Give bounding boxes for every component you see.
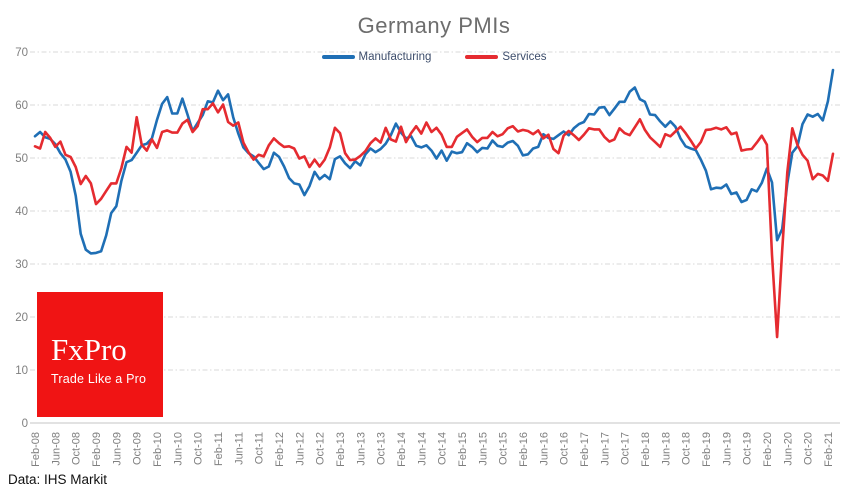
chart-title: Germany PMIs bbox=[357, 13, 511, 38]
x-axis-label: Feb-12 bbox=[274, 432, 286, 467]
x-axis-label: Oct-10 bbox=[193, 432, 205, 465]
y-axis-label: 70 bbox=[15, 47, 28, 59]
legend-item-manufacturing: Manufacturing bbox=[321, 51, 432, 63]
y-axis-label: 20 bbox=[15, 312, 28, 324]
x-axis-label: Jun-11 bbox=[233, 432, 245, 465]
y-axis-label: 30 bbox=[15, 259, 28, 271]
x-axis-label: Oct-09 bbox=[132, 432, 144, 465]
fxpro-logo-tagline: Trade Like a Pro bbox=[51, 372, 147, 386]
chart-legend: Manufacturing Services bbox=[35, 51, 833, 63]
manufacturing-line-swatch-icon bbox=[321, 55, 355, 59]
x-axis-label: Jun-09 bbox=[111, 432, 123, 466]
legend-label-services: Services bbox=[502, 51, 547, 63]
y-axis-label: 10 bbox=[15, 365, 28, 377]
y-axis-label: 50 bbox=[15, 153, 28, 165]
x-axis-label: Jun-15 bbox=[477, 432, 489, 466]
x-axis-label: Feb-21 bbox=[823, 432, 835, 467]
x-axis-label: Jun-10 bbox=[172, 432, 184, 466]
x-axis-label: Feb-16 bbox=[518, 432, 530, 467]
x-axis-label: Oct-12 bbox=[315, 432, 327, 465]
x-axis-label: Oct-15 bbox=[498, 432, 510, 465]
x-axis-label: Oct-19 bbox=[742, 432, 754, 465]
x-axis-label: Feb-08 bbox=[30, 432, 42, 467]
x-axis-label: Jun-08 bbox=[50, 432, 62, 466]
x-axis-label: Feb-19 bbox=[701, 432, 713, 467]
x-axis-label: Feb-14 bbox=[396, 432, 408, 467]
legend-label-manufacturing: Manufacturing bbox=[358, 51, 432, 63]
x-axis-label: Feb-20 bbox=[762, 432, 774, 467]
x-axis-label: Jun-20 bbox=[782, 432, 794, 466]
services-line-swatch-icon bbox=[465, 55, 499, 59]
x-axis-label: Jun-13 bbox=[355, 432, 367, 466]
x-axis-label: Feb-15 bbox=[457, 432, 469, 467]
y-axis-label: 40 bbox=[15, 206, 28, 218]
y-axis-label: 60 bbox=[15, 100, 28, 112]
x-axis-label: Oct-08 bbox=[71, 432, 83, 465]
manufacturing-line bbox=[33, 68, 835, 255]
x-axis-label: Oct-16 bbox=[559, 432, 571, 465]
x-axis-label: Feb-09 bbox=[91, 432, 103, 467]
x-axis-label: Jun-17 bbox=[599, 432, 611, 466]
x-axis-label: Feb-11 bbox=[213, 432, 225, 466]
x-axis-label: Jun-19 bbox=[721, 432, 733, 466]
x-axis-label: Oct-18 bbox=[681, 432, 693, 465]
x-axis-label: Oct-17 bbox=[620, 432, 632, 465]
x-axis-label: Jun-14 bbox=[416, 432, 428, 466]
fxpro-logo-text: FxPro bbox=[51, 332, 127, 367]
x-axis-label: Jun-18 bbox=[660, 432, 672, 466]
x-axis-label: Feb-17 bbox=[579, 432, 591, 467]
fxpro-logo: FxPro Trade Like a Pro bbox=[37, 292, 163, 417]
legend-item-services: Services bbox=[465, 51, 546, 63]
x-axis-label: Jun-16 bbox=[538, 432, 550, 466]
x-axis-label: Oct-11 bbox=[254, 432, 266, 464]
x-axis-label: Oct-14 bbox=[437, 432, 449, 465]
y-axis-label: 0 bbox=[22, 418, 28, 430]
x-axis-label: Feb-10 bbox=[152, 432, 164, 467]
x-axis-label: Feb-18 bbox=[640, 432, 652, 467]
x-axis-label: Oct-13 bbox=[376, 432, 388, 465]
x-axis-label: Feb-13 bbox=[335, 432, 347, 467]
services-line bbox=[33, 102, 835, 339]
source-note: Data: IHS Markit bbox=[8, 472, 108, 487]
x-axis-label: Oct-20 bbox=[803, 432, 815, 465]
x-axis-label: Jun-12 bbox=[294, 432, 306, 466]
